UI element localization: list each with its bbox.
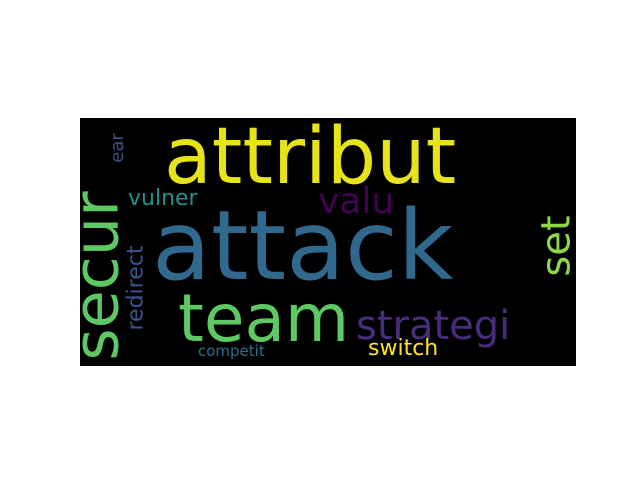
word-valu: valu — [318, 181, 395, 222]
word-team: team — [178, 280, 350, 357]
word-vulner: vulner — [128, 186, 198, 211]
word-redirect: redirect — [123, 245, 148, 331]
word-secur: secur — [80, 191, 133, 361]
word-set: set — [533, 215, 576, 277]
word-ear: ear — [106, 133, 128, 163]
word-switch: switch — [368, 336, 439, 361]
word-cloud: attack attribut team secur strategi valu… — [80, 118, 576, 366]
word-competit: competit — [198, 342, 265, 360]
word-attribut: attribut — [164, 118, 457, 202]
word-strategi: strategi — [356, 303, 511, 349]
word-attack: attack — [152, 190, 454, 302]
